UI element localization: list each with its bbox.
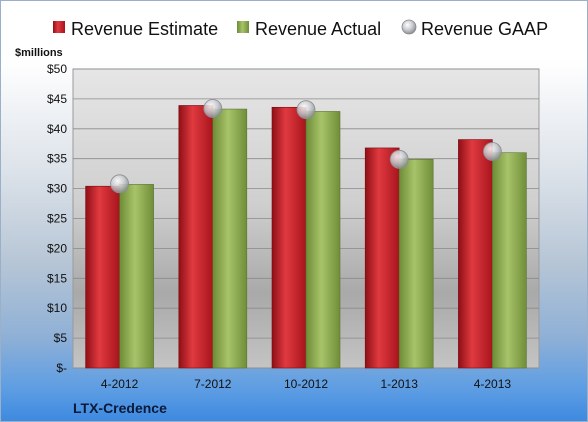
marker-revenue-gaap (296, 100, 316, 120)
bar-revenue-estimate (85, 185, 120, 369)
gaap-markers (110, 99, 502, 194)
legend-actual-swatch (237, 21, 249, 33)
bar-revenue-actual (305, 111, 341, 369)
x-tick-label: 4-2013 (474, 377, 512, 391)
company-name: LTX-Credence (73, 400, 167, 416)
bar-revenue-actual (119, 184, 154, 369)
marker-revenue-gaap (482, 142, 502, 161)
bars (85, 105, 527, 369)
marker-revenue-gaap (389, 149, 409, 169)
legend-estimate-label: Revenue Estimate (71, 19, 218, 39)
y-tick-label: $15 (47, 271, 67, 285)
legend-actual-label: Revenue Actual (255, 19, 381, 39)
bar-revenue-actual (212, 108, 248, 369)
marker-revenue-gaap (110, 174, 129, 194)
legend-gaap-marker (401, 19, 417, 35)
x-tick-label: 7-2012 (194, 377, 232, 391)
y-axis-ticks: $- $5 $10 $15 $20 $25 $30 $35 $40 $45 $50 (47, 62, 67, 375)
y-axis-unit-label: $millions (15, 47, 63, 59)
bar-revenue-estimate (458, 139, 493, 369)
x-tick-label: 4-2012 (101, 377, 139, 391)
marker-revenue-gaap (203, 99, 223, 118)
legend-estimate-swatch (53, 21, 65, 33)
chart-legend: Revenue Estimate Revenue Actual Revenue … (53, 19, 548, 39)
y-tick-label: $10 (47, 301, 67, 315)
bar-revenue-actual (398, 158, 434, 369)
y-tick-label: $35 (47, 152, 67, 166)
bar-revenue-estimate (178, 105, 214, 369)
bar-revenue-estimate (271, 106, 307, 369)
bar-revenue-estimate (364, 147, 400, 369)
y-tick-label: $30 (47, 182, 67, 196)
x-axis-ticks: 4-2012 7-2012 10-2012 1-2013 4-2013 (101, 377, 511, 391)
x-tick-label: 1-2013 (381, 377, 419, 391)
x-tick-label: 10-2012 (284, 377, 328, 391)
y-tick-label: $5 (54, 331, 68, 345)
y-tick-label: $40 (47, 122, 67, 136)
legend-gaap-label: Revenue GAAP (421, 19, 548, 39)
y-tick-label: $- (56, 361, 67, 375)
y-tick-label: $20 (47, 241, 67, 255)
bar-revenue-actual (492, 152, 527, 369)
y-tick-label: $50 (47, 62, 67, 76)
y-tick-label: $45 (47, 92, 67, 106)
y-tick-label: $25 (47, 212, 67, 226)
